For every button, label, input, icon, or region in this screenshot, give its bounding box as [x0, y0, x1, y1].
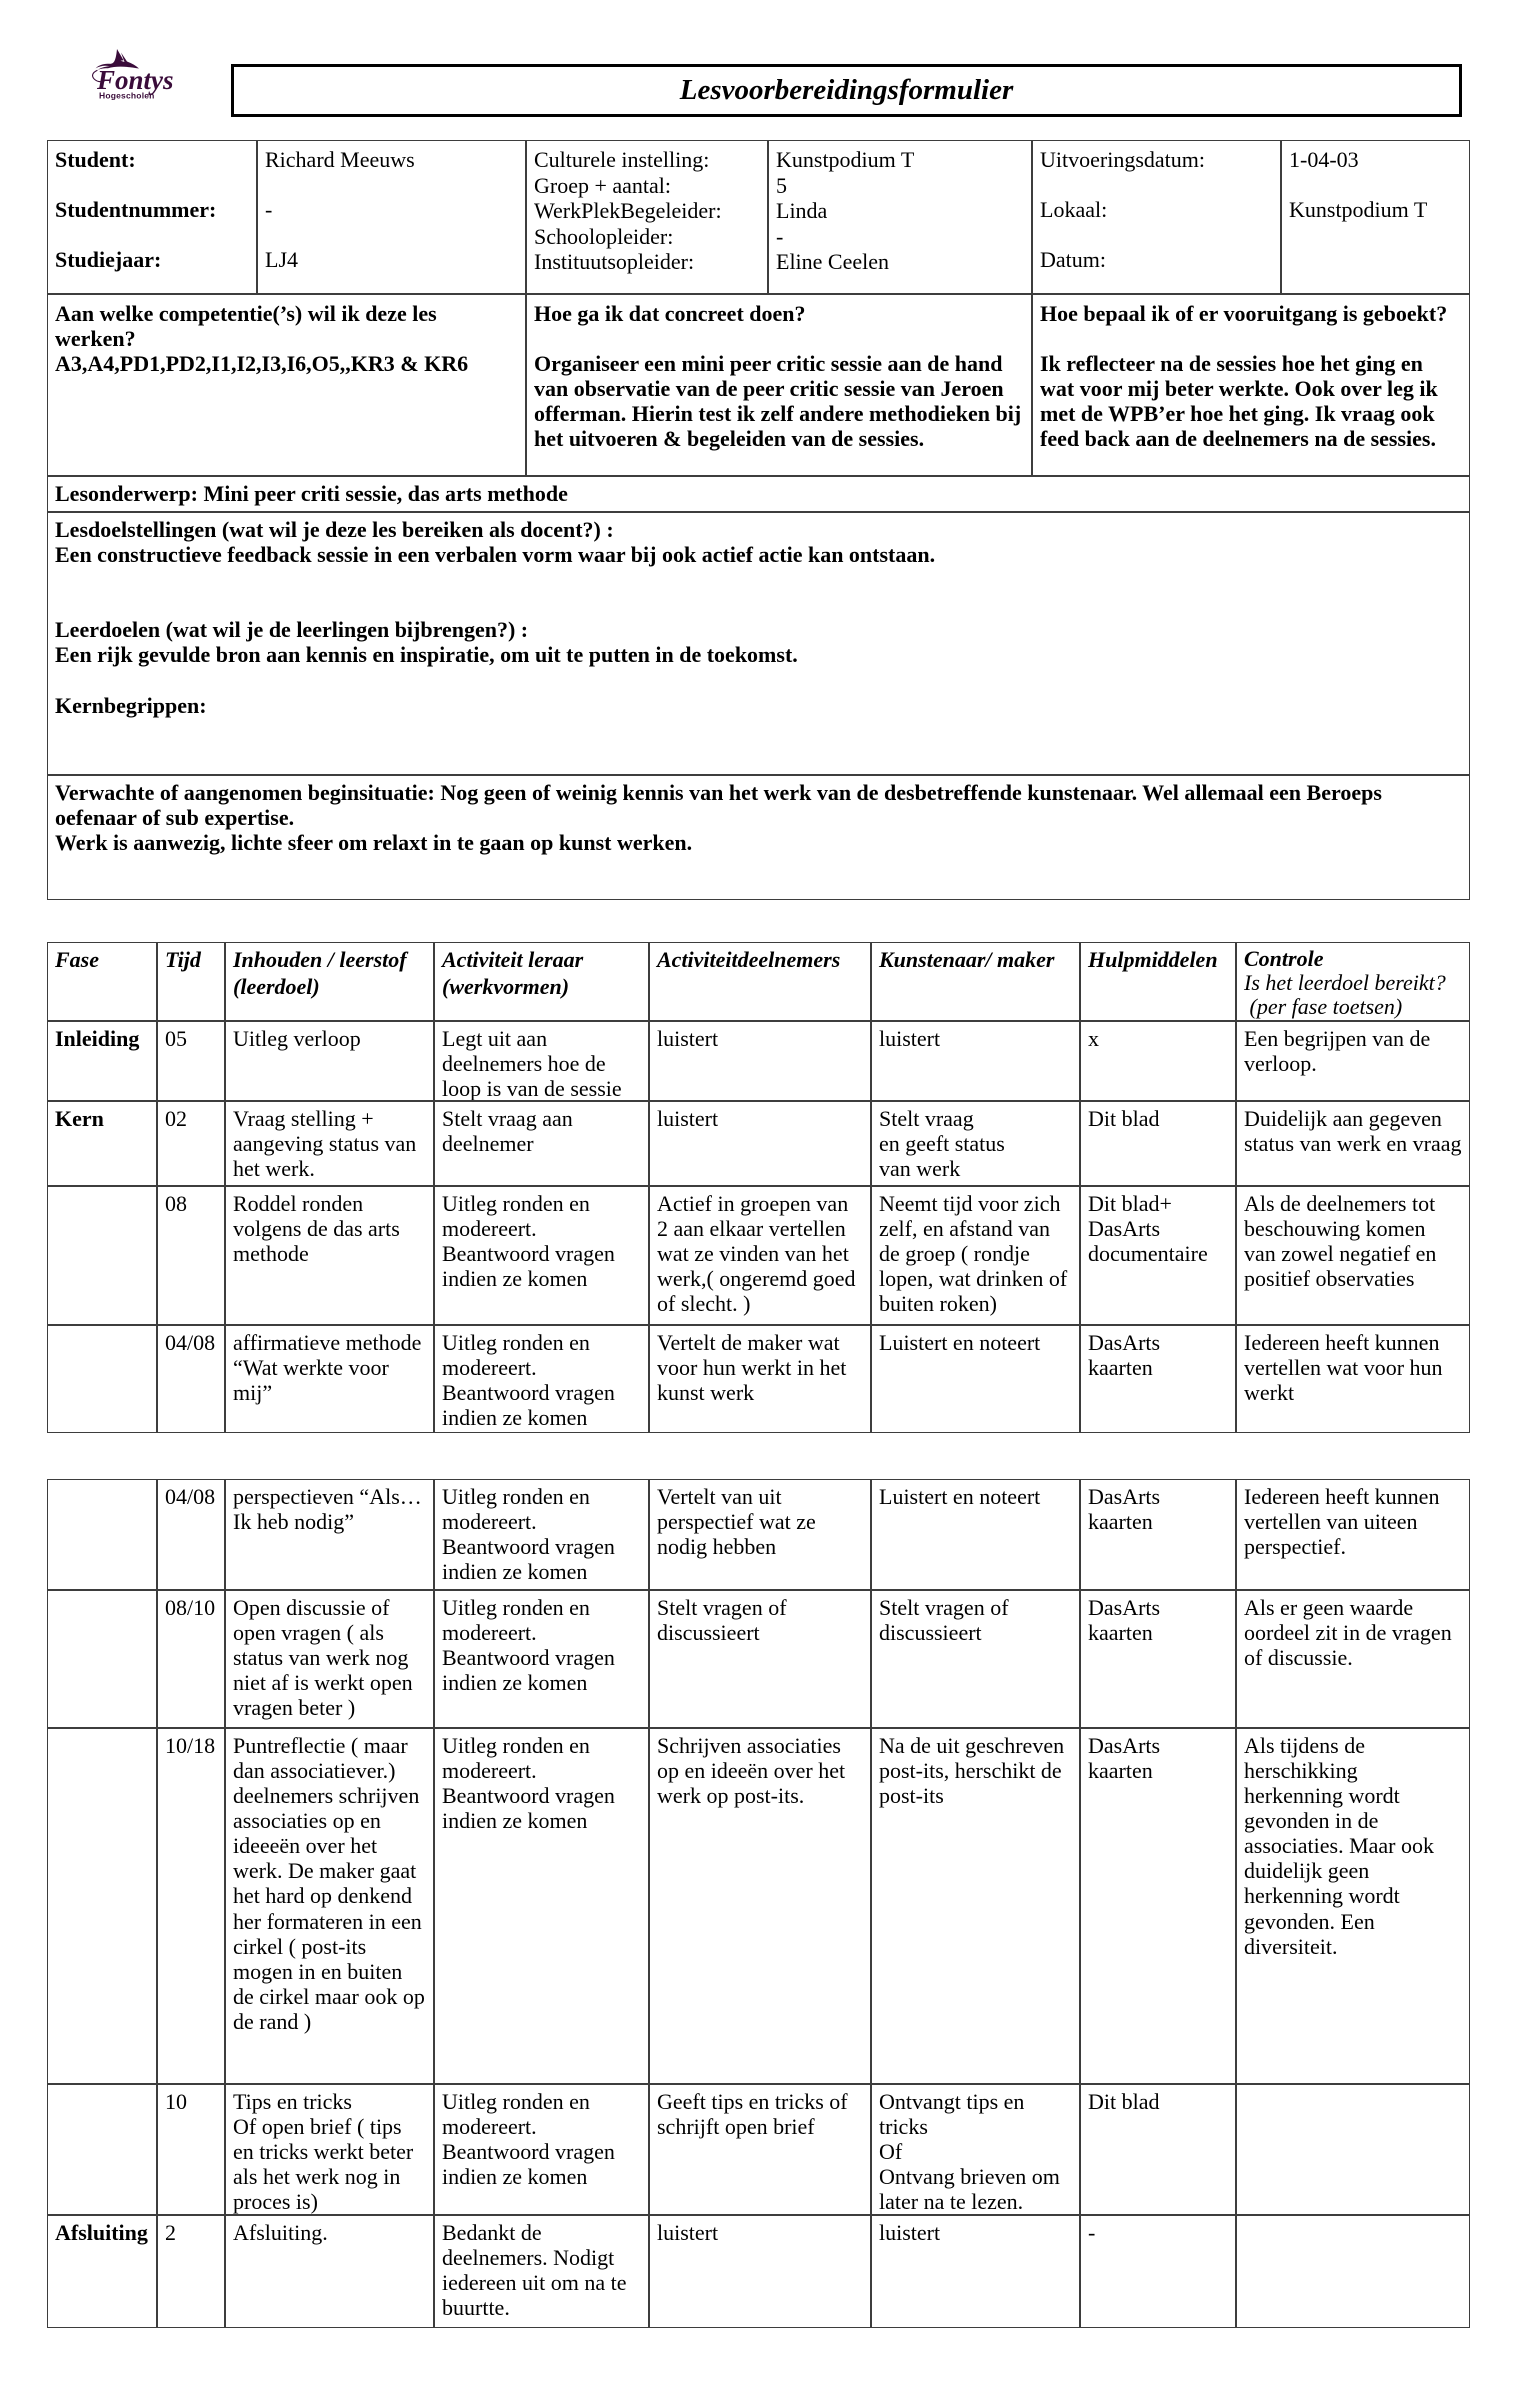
svg-text:Hogescholen: Hogescholen: [99, 91, 155, 101]
